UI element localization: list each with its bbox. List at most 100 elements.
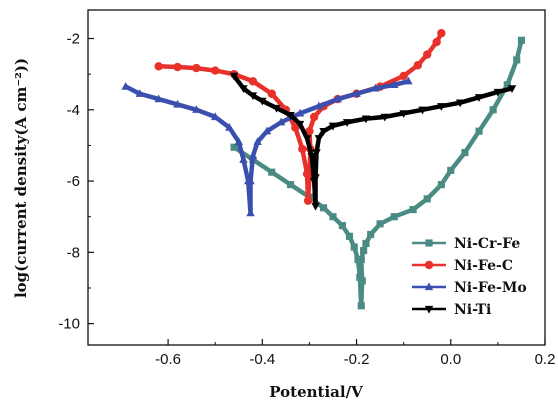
data-point-ni-cr-fe [461,148,469,157]
data-point-ni-cr-fe [230,143,238,151]
data-point-ni-fe-c [248,77,258,86]
data-point-ni-cr-fe [268,168,276,176]
data-point-ni-cr-fe [360,246,368,255]
data-point-ni-fe-c [291,123,300,132]
data-point-ni-ti [307,152,316,161]
data-point-ni-fe-mo [173,99,182,108]
data-point-ni-cr-fe [423,195,431,203]
data-point-ni-ti [286,111,295,120]
data-point-ni-cr-fe [489,106,497,114]
data-point-ni-ti [312,149,321,158]
data-point-ni-fe-mo [121,82,130,90]
data-point-ni-fe-mo [248,151,258,160]
data-point-ni-cr-fe [376,220,384,228]
data-point-ni-cr-fe [475,127,483,135]
series-ni-cr-fe [230,36,526,310]
series-line-ni-ti [231,73,515,209]
data-point-ni-fe-mo [404,76,413,85]
y-axis-title: log(current density(A cm⁻²)) [12,58,30,298]
data-point-ni-cr-fe [338,222,346,230]
legend-swatch-marker [425,239,433,247]
data-point-ni-fe-mo [253,137,262,146]
legend-swatch-marker [424,282,434,291]
data-point-ni-ti [437,103,446,111]
data-point-ni-fe-c [192,63,201,73]
data-point-ni-fe-c [423,50,432,59]
data-point-ni-fe-c [154,62,163,71]
data-point-ni-ti [380,113,390,122]
legend-swatch-marker [424,305,434,314]
legend-item-ni-ti: Ni-Ti [412,302,491,318]
data-point-ni-ti [328,122,338,131]
x-tick-label: -0.2 [344,351,370,368]
data-point-ni-fe-mo [295,108,305,117]
data-point-ni-fe-mo [154,94,163,103]
data-point-ni-fe-mo [246,176,255,185]
legend-swatch-marker [424,260,434,270]
data-point-ni-ti [258,97,267,106]
data-point-ni-fe-mo [239,155,248,163]
data-point-ni-ti [311,202,320,211]
data-point-ni-cr-fe [362,239,370,248]
data-point-ni-ti [493,88,503,97]
data-point-ni-fe-mo [192,105,201,113]
series-ni-fe-c [154,28,446,205]
data-point-ni-fe-c [432,37,441,47]
y-tick-label: -6 [67,173,80,190]
data-point-ni-fe-c [399,71,408,81]
data-point-ni-cr-fe [513,56,521,64]
y-tick-label: -2 [67,31,80,48]
data-point-ni-ti [418,106,427,115]
data-point-ni-fe-mo [262,126,272,135]
legend-label: Ni-Ti [454,302,491,318]
data-point-ni-ti [272,104,281,113]
data-point-ni-fe-c [303,196,313,205]
legend: Ni-Cr-Fe Ni-Fe-C Ni-Fe-Mo Ni-Ti [412,236,527,318]
data-point-ni-ti [239,85,248,94]
data-point-ni-ti [302,135,312,143]
data-point-ni-cr-fe [390,213,398,221]
x-tick-label: 0.2 [535,351,556,368]
data-point-ni-cr-fe [358,277,366,285]
data-point-ni-ti [311,174,320,183]
series-ni-fe-mo [121,76,413,217]
series-layer [121,28,526,310]
data-point-ni-fe-mo [135,89,145,97]
data-point-ni-cr-fe [287,181,295,189]
data-point-ni-fe-mo [314,101,324,110]
legend-label: Ni-Fe-C [454,258,513,274]
data-point-ni-fe-c [309,112,319,122]
legend-label: Ni-Cr-Fe [454,236,520,252]
data-point-ni-fe-mo [371,83,380,92]
data-point-ni-fe-mo [390,80,399,88]
series-line-ni-fe-c [156,30,444,203]
data-point-ni-fe-c [173,62,182,72]
data-point-ni-ti [474,94,484,102]
data-point-ni-ti [507,85,517,94]
x-tick-label: -0.4 [249,351,275,368]
data-point-ni-cr-fe [517,36,526,44]
legend-label: Ni-Fe-Mo [454,280,527,296]
axis-ticks: -0.6 -0.4 -0.2 0.0 0.2 -10 -8 -6 -4 -2 [58,31,555,368]
data-point-ni-cr-fe [437,181,445,189]
data-point-ni-fe-mo [246,208,255,217]
data-point-ni-cr-fe [503,81,511,89]
y-tick-label: -8 [67,244,80,261]
data-point-ni-fe-c [298,144,307,154]
data-point-ni-fe-c [305,126,314,136]
data-point-ni-ti [295,120,305,129]
x-tick-label: -0.6 [155,351,181,368]
x-tick-label: 0.0 [440,351,461,368]
data-point-ni-fe-mo [276,117,286,126]
y-tick-label: -10 [58,316,80,333]
plot-frame [87,9,546,346]
series-ni-ti [229,72,517,211]
data-point-ni-ti [229,72,239,81]
legend-item-ni-cr-fe: Ni-Cr-Fe [412,236,520,252]
data-point-ni-fe-c [211,66,220,75]
x-axis-title: Potential/V [269,383,363,401]
data-point-ni-ti [399,110,408,118]
legend-item-ni-fe-c: Ni-Fe-C [412,258,513,274]
data-point-ni-cr-fe [447,166,455,174]
